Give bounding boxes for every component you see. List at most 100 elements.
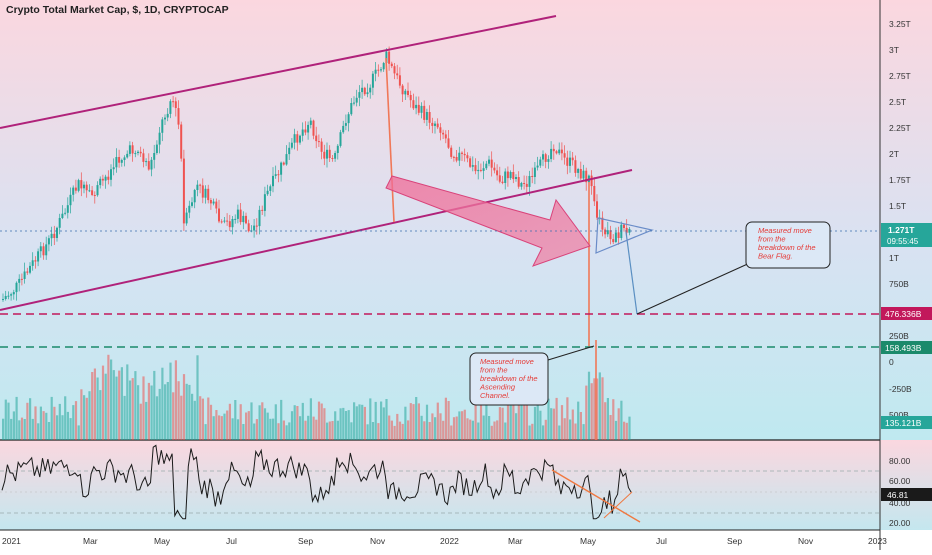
candle-body xyxy=(407,90,409,95)
volume-bar xyxy=(536,398,539,440)
candle-body xyxy=(506,171,509,179)
volume-bar xyxy=(366,424,369,440)
rsi-current-badge xyxy=(881,488,932,501)
candle-body xyxy=(312,120,315,136)
candle-body xyxy=(161,119,164,133)
rsi-current-value: 46.81 xyxy=(887,490,909,500)
candle-body xyxy=(263,194,266,211)
volume-bar xyxy=(334,411,337,440)
volume-bar xyxy=(201,398,204,440)
rsi-trendline[interactable] xyxy=(603,491,633,519)
volume-bar xyxy=(606,398,609,440)
candle-body xyxy=(347,114,350,124)
candle-body xyxy=(404,90,407,95)
candle-body xyxy=(2,299,4,300)
channel-callout[interactable] xyxy=(469,352,549,406)
candle-body xyxy=(439,127,442,133)
volume-bar xyxy=(547,398,550,440)
volume-bar xyxy=(164,384,167,440)
time-tick: Mar xyxy=(508,536,523,546)
measured-move-line xyxy=(385,57,395,223)
candle-body xyxy=(609,230,612,240)
volume-bar xyxy=(293,405,296,440)
volume-bar xyxy=(174,360,177,440)
volume-bar xyxy=(577,401,580,440)
candle-body xyxy=(272,175,274,187)
volume-bar xyxy=(512,402,515,440)
volume-bar xyxy=(110,359,113,440)
channel-lower-line[interactable] xyxy=(0,169,633,311)
volume-bar xyxy=(209,404,213,440)
candle-body xyxy=(477,169,480,172)
volume-bar xyxy=(18,420,21,440)
candle-body xyxy=(220,221,223,223)
volume-bar xyxy=(498,407,501,440)
candle-body xyxy=(374,69,377,74)
candle-body xyxy=(596,201,598,218)
candle-body xyxy=(628,228,631,233)
candle-body xyxy=(42,246,45,256)
candle-body xyxy=(353,102,355,104)
volume-bar xyxy=(285,425,288,440)
volume-bar xyxy=(439,413,442,440)
price-tick: 2.25T xyxy=(889,123,911,133)
candle-body xyxy=(226,220,229,222)
volume-bar xyxy=(12,411,15,440)
volume-bar xyxy=(226,410,229,440)
candle-body xyxy=(201,185,204,198)
countdown-value: 09:55:45 xyxy=(887,237,919,246)
channel-upper-line[interactable] xyxy=(0,15,557,129)
candle-body xyxy=(582,170,585,179)
volume-bar xyxy=(282,420,285,440)
volume-bar xyxy=(504,422,507,440)
volume-bar xyxy=(269,418,272,440)
volume-bar xyxy=(112,370,115,440)
volume-bar xyxy=(361,404,364,440)
candle-body xyxy=(242,215,245,223)
candle-body xyxy=(606,230,609,235)
candle-body xyxy=(247,223,250,232)
volume-bar xyxy=(228,403,231,440)
candle-body xyxy=(326,149,328,159)
candle-body xyxy=(396,73,399,76)
callout-line: Ascending xyxy=(479,383,516,392)
candle-body xyxy=(123,157,126,160)
volume-bar xyxy=(417,403,420,440)
volume-bar xyxy=(471,420,474,440)
volume-bar xyxy=(515,413,518,440)
candle-body xyxy=(118,157,121,163)
volume-bar xyxy=(139,403,142,440)
rsi-trendline[interactable] xyxy=(551,469,641,523)
volume-bar xyxy=(85,397,88,440)
candle-body xyxy=(625,227,628,233)
callout-connector xyxy=(547,345,595,361)
candle-body xyxy=(112,167,115,170)
candle-body xyxy=(317,141,320,143)
bear-flag-callout[interactable] xyxy=(745,221,831,269)
candle-body xyxy=(31,260,34,266)
rsi-tick: 40.00 xyxy=(889,498,911,508)
volume-bar xyxy=(404,406,407,440)
volume-bar xyxy=(207,397,210,440)
candle-body xyxy=(336,145,339,153)
volume-bar xyxy=(118,370,121,440)
volume-bar xyxy=(7,402,10,440)
callout-line: Bear Flag. xyxy=(758,252,793,261)
volume-bar xyxy=(223,413,226,440)
candle-body xyxy=(512,172,515,180)
chart-title: Crypto Total Market Cap, $, 1D, CRYPTOCA… xyxy=(6,4,229,16)
rsi-line xyxy=(1,444,632,520)
volume-bar xyxy=(501,407,504,440)
candle-body xyxy=(334,153,337,159)
volume-bar xyxy=(490,425,493,440)
candle-body xyxy=(525,183,528,187)
candle-body xyxy=(266,190,269,195)
time-tick: Jul xyxy=(656,536,667,546)
volume-bar xyxy=(88,391,91,440)
volume-bar xyxy=(320,403,323,440)
candle-body xyxy=(412,100,415,109)
time-tick: 2021 xyxy=(2,536,21,546)
candle-body xyxy=(110,169,112,180)
volume-bar xyxy=(493,421,496,440)
volume-bar xyxy=(388,415,391,440)
